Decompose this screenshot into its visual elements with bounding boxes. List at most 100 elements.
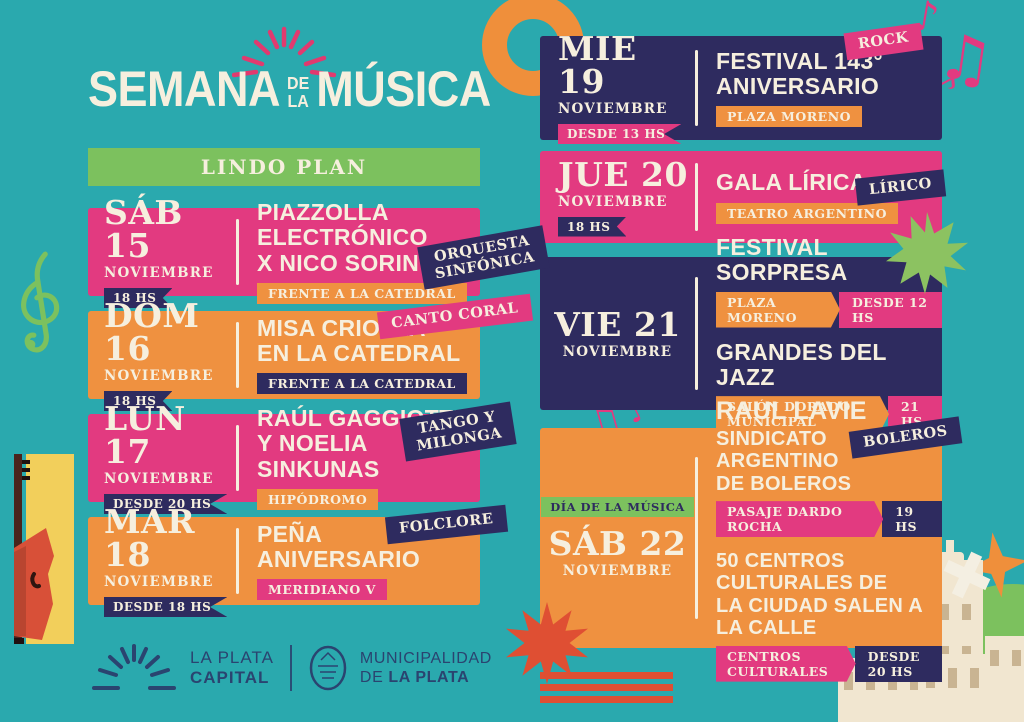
event-title: PEÑA ANIVERSARIO bbox=[257, 520, 421, 572]
event-date: LUN 17 NOVIEMBRE DESDE 20 HS bbox=[88, 402, 236, 514]
event-title: FESTIVAL SORPRESA bbox=[716, 233, 848, 286]
event-act: RAUL LAVIE SINDICATO ARGENTINO DE BOLERO… bbox=[716, 397, 942, 538]
guitar-illustration bbox=[14, 454, 74, 644]
event-day: DOM 16 bbox=[104, 296, 200, 368]
divider bbox=[695, 276, 698, 391]
building-windows bbox=[990, 650, 1022, 666]
event-title: GRANDES DEL JAZZ bbox=[716, 338, 887, 390]
event-time-ribbon: 18 HS bbox=[558, 216, 627, 237]
poster-title: SEMANA DE LA MÚSICA bbox=[88, 59, 491, 118]
event-month: NOVIEMBRE bbox=[558, 101, 668, 117]
divider bbox=[236, 219, 239, 285]
venue-badge: PLAZA MORENO bbox=[716, 292, 840, 328]
event-time-ribbon: DESDE 18 HS bbox=[104, 597, 228, 617]
time-badge: 19 HS bbox=[882, 501, 942, 538]
stripe-decor bbox=[540, 696, 673, 703]
building-windows bbox=[940, 604, 974, 620]
event-time-ribbon: DESDE 20 HS bbox=[104, 494, 228, 514]
green-starburst-icon bbox=[886, 212, 968, 294]
venue-badge: FRENTE A LA CATEDRAL bbox=[257, 282, 467, 304]
event-day: SÁB 15 bbox=[104, 193, 183, 265]
event-month: NOVIEMBRE bbox=[104, 368, 214, 384]
stripe-decor bbox=[540, 684, 673, 691]
event-title: FESTIVAL 143° ANIVERSARIO bbox=[716, 47, 883, 99]
brand-text: LA PLATA bbox=[388, 669, 470, 686]
building-wing bbox=[985, 636, 1024, 722]
building-spire bbox=[946, 540, 954, 558]
event-month: NOVIEMBRE bbox=[562, 563, 673, 579]
event-day: MAR 18 bbox=[104, 502, 196, 574]
event-title: 50 CENTROS CULTURALES DE LA CIUDAD SALEN… bbox=[716, 550, 923, 640]
title-word: DE bbox=[287, 74, 310, 94]
venue-badge: SALÓN DORADO MUNICIPAL bbox=[716, 396, 889, 432]
event-date: VIE 21 NOVIEMBRE bbox=[540, 308, 695, 360]
red-starburst-icon bbox=[506, 602, 588, 684]
event-day: SÁB 22 bbox=[548, 524, 687, 563]
event-title: RAÚL GAGGIOTTI Y NOELIA SINKUNAS bbox=[257, 405, 461, 482]
event-date: DOM 16 NOVIEMBRE 18 HS bbox=[88, 299, 236, 411]
event-day: VIE 21 bbox=[554, 304, 681, 344]
divider bbox=[695, 162, 698, 232]
la-plata-capital-wordmark: LA PLATA CAPITAL bbox=[190, 648, 274, 687]
event-date: MAR 18 NOVIEMBRE DESDE 18 HS bbox=[88, 505, 236, 617]
event-date: MIE 19 NOVIEMBRE DESDE 13 HS bbox=[540, 32, 695, 144]
venue-badge: PLAZA MORENO bbox=[716, 106, 863, 128]
event-time-ribbon: DESDE 13 HS bbox=[558, 124, 682, 144]
municipalidad-wordmark: MUNICIPALIDAD DE LA PLATA bbox=[360, 649, 492, 687]
sun-rays-icon bbox=[232, 26, 336, 78]
municipality-seal-icon bbox=[309, 645, 347, 691]
event-title: MISA CRIOLLA EN LA CATEDRAL bbox=[257, 314, 461, 366]
divider bbox=[695, 49, 698, 127]
stripe-decor bbox=[540, 672, 673, 679]
event-day: JUE 20 bbox=[558, 154, 688, 194]
event-title: GALA LÍRICA bbox=[716, 169, 867, 196]
divider bbox=[236, 322, 239, 388]
special-day-badge: DÍA DE LA MÚSICA bbox=[541, 497, 694, 517]
venue-badge: CENTROS CULTURALES bbox=[716, 646, 856, 682]
event-day: MIE 19 bbox=[558, 29, 637, 101]
banner-label: LINDO PLAN bbox=[200, 155, 368, 179]
event-act: 50 CENTROS CULTURALES DE LA CIUDAD SALEN… bbox=[716, 550, 942, 682]
venue-badge: PASAJE DARDO ROCHA bbox=[716, 501, 883, 537]
event-card-sab15: SÁB 15 NOVIEMBRE 18 HS PIAZZOLLA ELECTRÓ… bbox=[88, 196, 480, 308]
brand-line: CAPITAL bbox=[190, 668, 270, 687]
event-time-ribbon: 18 HS bbox=[104, 391, 173, 411]
brand-line: MUNICIPALIDAD bbox=[359, 649, 492, 667]
brand-line: DE LA PLATA bbox=[360, 668, 492, 687]
event-card-lun17: LUN 17 NOVIEMBRE DESDE 20 HS RAÚL GAGGIO… bbox=[88, 402, 480, 514]
event-date: DÍA DE LA MÚSICA SÁB 22 NOVIEMBRE bbox=[540, 497, 695, 579]
divider bbox=[236, 528, 239, 594]
venue-badge: FRENTE A LA CATEDRAL bbox=[257, 373, 467, 395]
event-month: NOVIEMBRE bbox=[104, 471, 214, 487]
title-word: MÚSICA bbox=[316, 59, 491, 118]
event-month: NOVIEMBRE bbox=[104, 265, 214, 281]
footer-divider bbox=[289, 645, 292, 691]
event-date: SÁB 15 NOVIEMBRE 18 HS bbox=[88, 196, 236, 308]
event-card-sab22: DÍA DE LA MÚSICA SÁB 22 NOVIEMBRE RAUL L… bbox=[540, 398, 942, 682]
event-time-ribbon: 18 HS bbox=[104, 288, 173, 308]
event-date: JUE 20 NOVIEMBRE 18 HS bbox=[540, 158, 695, 237]
title-word: LA bbox=[287, 91, 309, 111]
venue-badge: TEATRO ARGENTINO bbox=[716, 202, 898, 224]
event-card-vie21: VIE 21 NOVIEMBRE FESTIVAL SORPRESA PLAZA… bbox=[540, 234, 942, 433]
treble-clef-icon bbox=[21, 251, 60, 353]
footer-logos: LA PLATA CAPITAL MUNICIPALIDAD DE LA PLA… bbox=[92, 642, 492, 694]
event-title: PIAZZOLLA ELECTRÓNICO X NICO SORIN bbox=[257, 199, 428, 276]
event-card-mie19: MIE 19 NOVIEMBRE DESDE 13 HS FESTIVAL 14… bbox=[540, 32, 942, 144]
venue-badge: HIPÓDROMO bbox=[257, 488, 379, 510]
event-day: LUN 17 bbox=[104, 399, 186, 471]
event-month: NOVIEMBRE bbox=[104, 574, 214, 590]
brand-line: LA PLATA bbox=[190, 648, 274, 668]
banner-lindo-plan: LINDO PLAN bbox=[88, 148, 480, 186]
divider bbox=[695, 456, 698, 620]
event-month: NOVIEMBRE bbox=[562, 343, 673, 360]
event-subtitle: SINDICATO ARGENTINO DE BOLEROS bbox=[716, 427, 852, 495]
divider bbox=[236, 425, 239, 491]
venue-badge: MERIDIANO V bbox=[257, 579, 387, 601]
event-month: NOVIEMBRE bbox=[558, 193, 668, 210]
title-word: SEMANA bbox=[88, 59, 281, 118]
time-badge: DESDE 12 HS bbox=[838, 291, 942, 328]
la-plata-rays-icon bbox=[92, 644, 176, 690]
event-title: RAUL LAVIE bbox=[716, 397, 867, 426]
